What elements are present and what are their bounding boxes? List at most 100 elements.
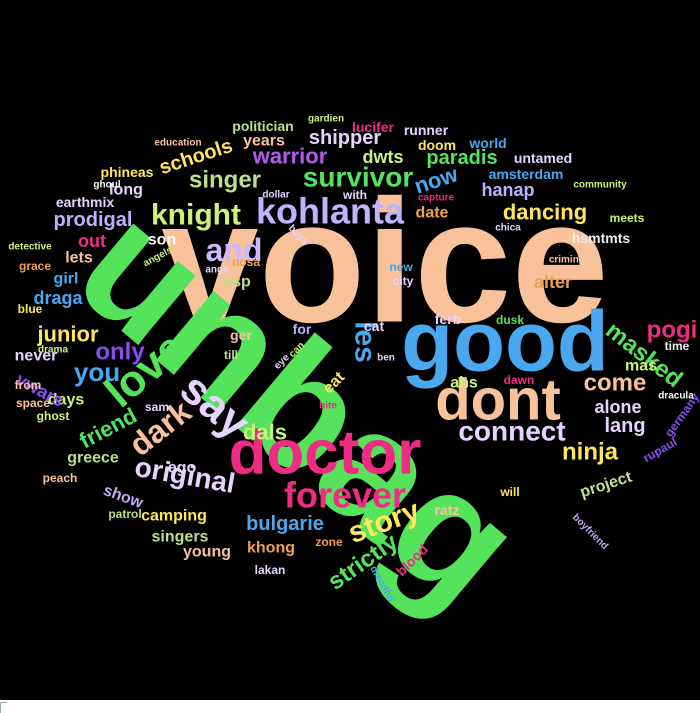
cloud-word-ange: ange [205,265,229,276]
cloud-word-ferb: ferb [435,311,461,327]
cloud-word-lang: lang [604,415,645,437]
cloud-word-sam: sam [145,400,169,414]
cloud-word-lakan: lakan [255,563,286,577]
cloud-word-voice: voice [161,165,609,360]
cloud-word-new: new [389,260,413,274]
cloud-word-runner: runner [404,122,449,138]
cloud-word-lucifer: lucifer [352,119,395,135]
cloud-word-time: time [665,339,690,353]
cloud-word-greece: greece [67,450,119,467]
cloud-word-politician: politician [232,118,293,134]
cloud-word-ratz: ratz [435,502,460,518]
cloud-word-for: for [293,321,312,337]
cloud-word-meets: meets [610,211,645,225]
cloud-word-shipper: shipper [309,127,381,149]
cloud-word-years: years [243,133,285,150]
cloud-word-dancing: dancing [503,200,587,225]
cloud-word-singer: singer [189,167,261,194]
cloud-word-bite: bite [319,401,337,412]
cloud-word-girl: girl [54,271,79,288]
cloud-word-community: community [573,180,627,191]
cloud-word-dusk: dusk [496,313,524,327]
cloud-word-dont: dont [435,368,561,433]
cloud-word-alone: alone [594,397,641,417]
cloud-word-come: come [584,370,647,397]
cloud-word-connect: connect [458,416,565,447]
cloud-word-pogi: pogi [647,317,698,344]
cloud-word-never: never [15,348,58,365]
cloud-word-untamed: untamed [514,150,572,166]
cloud-word-hsmtmts: hsmtmts [572,230,631,246]
cloud-word-singers: singers [152,529,209,546]
cloud-word-lets: lets [65,250,93,267]
cloud-word-world: world [468,135,506,151]
cloud-word-and: and [206,232,263,268]
cloud-word-only: only [95,339,145,366]
cloud-word-camping: camping [141,508,207,525]
cloud-word-amsterdam: amsterdam [489,166,564,182]
cloud-word-cat: cat [364,318,385,334]
corner-mark [0,702,7,713]
cloud-word-junior: junior [36,322,99,347]
cloud-word-blue: blue [18,302,43,316]
cloud-word-forever: forever [284,475,406,516]
cloud-word-warrior: warrior [252,144,328,169]
cloud-word-phineas: phineas [101,164,154,180]
cloud-word-out: out [78,231,106,251]
cloud-word-kohlanta: kohlanta [256,191,405,232]
cloud-word-hanap: hanap [481,180,534,200]
cloud-word-space: space [16,396,50,410]
cloud-word-education: education [154,138,201,149]
cloud-word-ego: ego [168,460,197,477]
cloud-word-grace: grace [19,259,51,273]
cloud-word-earthmix: earthmix [56,194,115,210]
cloud-word-khong: khong [247,540,295,557]
cloud-word-criminal: criminal [549,255,588,266]
cloud-word-dollar: dollar [262,190,289,201]
cloud-word-esp: esp [223,274,251,291]
cloud-word-chica: chica [495,223,521,234]
cloud-word-ben: ben [377,353,395,364]
cloud-word-ghost: ghost [37,409,70,423]
cloud-word-date: date [416,205,449,222]
cloud-word-doom: doom [418,137,456,153]
cloud-word-good: good [401,295,609,390]
cloud-word-dals: dals [243,420,287,445]
cloud-word-drama: drama [38,345,68,356]
cloud-word-long: long [109,182,143,199]
cloud-word-paradis: paradis [426,147,497,169]
cloud-word-dracula: dracula [658,391,694,402]
cloud-word-capture: capture [418,193,455,204]
cloud-word-mas: mas [625,358,657,375]
cloud-word-prodigal: prodigal [54,209,133,231]
cloud-word-young: young [183,544,231,561]
cloud-word-les: les [349,321,382,363]
cloud-word-ghoul: ghoul [93,180,120,191]
cloud-word-will: will [499,485,519,499]
cloud-word-patrol: patrol [108,507,141,521]
cloud-word-peach: peach [43,471,78,485]
cloud-word-dwts: dwts [362,147,403,167]
cloud-word-alter: alter [534,272,572,292]
cloud-word-detective: detective [8,242,52,253]
cloud-word-from: from [15,378,42,392]
cloud-word-ahs: ahs [450,375,478,392]
cloud-word-son: son [148,232,176,249]
cloud-word-with: with [342,188,367,202]
cloud-word-bulgarie: bulgarie [246,513,324,535]
cloud-word-doctor: doctor [229,419,422,488]
cloud-word-zone: zone [315,535,343,549]
cloud-word-ger: ger [230,327,252,343]
cloud-word-till: till [224,348,238,362]
cloud-word-days: days [48,392,85,409]
cloud-word-knight: knight [151,199,241,232]
cloud-word-you: you [74,357,120,387]
cloud-word-survivor: survivor [303,162,414,193]
cloud-word-draga: draga [33,288,83,308]
cloud-word-gardien: gardien [308,114,344,125]
cloud-word-city: city [393,274,414,288]
cloud-word-nosa: nosa [232,255,260,269]
